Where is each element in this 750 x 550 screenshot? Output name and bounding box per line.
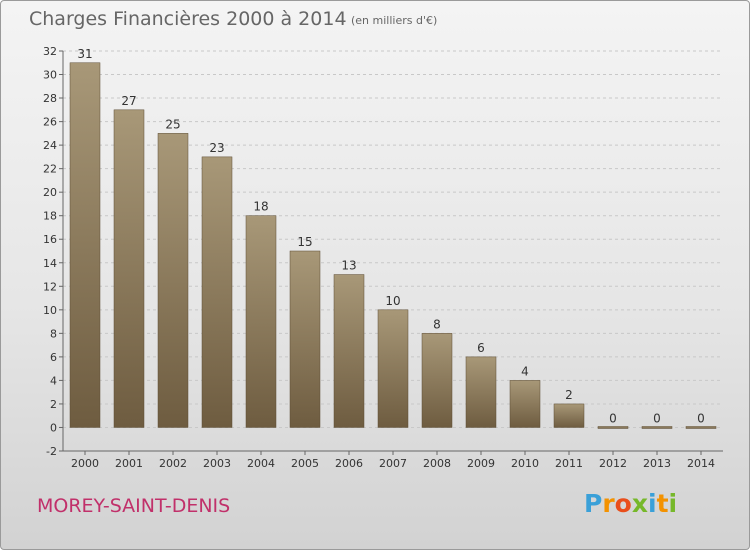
data-labels: 31 27 25 23 18 15 13 10 8 6 4 2 0 0 0: [77, 47, 704, 426]
data-label-2001: 27: [121, 94, 136, 108]
bar-2002: [157, 133, 189, 428]
x-tick-label-2001: 2001: [115, 457, 143, 470]
y-tick-label: 22: [43, 163, 57, 176]
y-tick-label: 16: [43, 233, 57, 246]
bar-2005: [289, 250, 321, 428]
y-tick-label: -2: [46, 445, 57, 458]
y-tick-label: 32: [43, 45, 57, 58]
bar-2001: [113, 109, 145, 428]
data-label-2006: 13: [341, 259, 356, 273]
data-label-2008: 8: [433, 317, 441, 331]
x-tick-label-2014: 2014: [687, 457, 715, 470]
y-tick-label: 4: [50, 374, 57, 387]
y-tick-label: 8: [50, 327, 57, 340]
y-tick-label: 12: [43, 280, 57, 293]
data-label-2004: 18: [253, 200, 268, 214]
x-tick-label-2002: 2002: [159, 457, 187, 470]
bar-2008: [421, 333, 453, 428]
x-tick-label-2003: 2003: [203, 457, 231, 470]
bar-2009: [465, 356, 497, 428]
x-tick-label-2011: 2011: [555, 457, 583, 470]
y-tick-label: 6: [50, 351, 57, 364]
data-label-2010: 4: [521, 364, 529, 378]
logo-letter: i: [648, 489, 657, 518]
chart-subtitle: (en milliers d'€): [351, 14, 438, 27]
x-tick-label-2012: 2012: [599, 457, 627, 470]
logo-letter: i: [668, 489, 678, 518]
data-label-2014: 0: [697, 411, 705, 425]
bar-2013: [641, 426, 673, 429]
chart-title: Charges Financières 2000 à 2014: [29, 8, 347, 30]
logo-letter: P: [584, 489, 603, 518]
y-tick-label: 10: [43, 304, 57, 317]
x-tick-label-2004: 2004: [247, 457, 275, 470]
x-tick-label-2013: 2013: [643, 457, 671, 470]
y-tick-label: 30: [43, 69, 57, 82]
x-tick-label-2006: 2006: [335, 457, 363, 470]
y-tick-label: 26: [43, 116, 57, 129]
bar-2007: [377, 309, 409, 428]
bar-2000: [69, 62, 101, 428]
data-label-2002: 25: [165, 117, 180, 131]
x-tick-label-2008: 2008: [423, 457, 451, 470]
x-tick-label-2007: 2007: [379, 457, 407, 470]
town-name: MOREY-SAINT-DENIS: [37, 495, 231, 517]
logo-letter: x: [631, 489, 648, 518]
logo-letter: r: [602, 489, 615, 518]
bar-2006: [333, 274, 365, 428]
data-label-2005: 15: [297, 235, 312, 249]
y-tick-label: 28: [43, 92, 57, 105]
logo-letter: o: [614, 489, 632, 518]
y-tick-label: 14: [43, 257, 57, 270]
bar-2011: [553, 403, 585, 428]
x-tick-label-2009: 2009: [467, 457, 495, 470]
data-label-2011: 2: [565, 388, 573, 402]
y-tick-label: 24: [43, 139, 57, 152]
data-label-2003: 23: [209, 141, 224, 155]
data-label-2000: 31: [77, 47, 92, 61]
bar-2003: [201, 156, 233, 428]
bar-2010: [509, 380, 541, 428]
x-tick-label-2005: 2005: [291, 457, 319, 470]
bar-2004: [245, 215, 277, 428]
y-tick-label: 20: [43, 186, 57, 199]
y-tick-label: 18: [43, 210, 57, 223]
data-label-2013: 0: [653, 411, 661, 425]
logo-letter: t: [656, 489, 669, 518]
bar-2012: [597, 426, 629, 429]
data-label-2012: 0: [609, 411, 617, 425]
bar-2014: [685, 426, 717, 429]
data-label-2007: 10: [385, 294, 400, 308]
x-tick-label-2010: 2010: [511, 457, 539, 470]
y-tick-label: 0: [50, 421, 57, 434]
x-tick-label-2000: 2000: [71, 457, 99, 470]
data-label-2009: 6: [477, 341, 485, 355]
bars: [69, 62, 717, 429]
y-tick-label: 2: [50, 398, 57, 411]
proxiti-logo[interactable]: Proxiti: [584, 489, 677, 518]
